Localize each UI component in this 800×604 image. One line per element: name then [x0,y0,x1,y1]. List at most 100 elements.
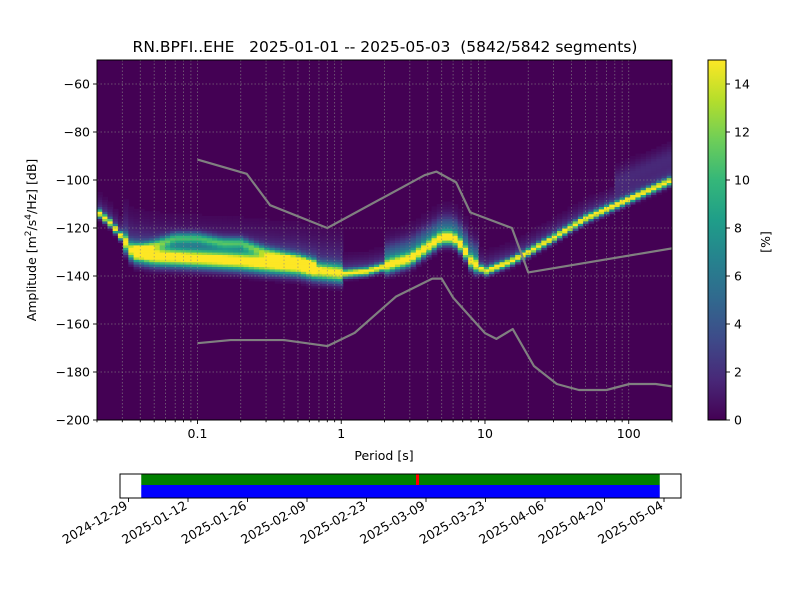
heat-cell [426,252,433,255]
heat-cell [259,266,265,270]
heat-cell [656,168,663,171]
heat-cell [159,244,166,248]
heat-cell [248,228,255,231]
heat-cell [473,273,480,277]
heat-cell [112,223,119,227]
heat-cell [421,240,427,243]
heat-cell [609,211,616,215]
heat-cell [557,235,563,239]
heat-cell [248,242,255,246]
heat-cell [478,273,485,277]
heat-cell [232,249,239,253]
heat-cell [410,232,417,236]
heat-cell [144,235,150,239]
heat-cell [217,259,224,263]
heat-cell [123,218,129,222]
heat-cell [321,264,328,267]
y-axis-label-part: /s [24,220,39,231]
heat-cell [243,240,250,243]
heat-cell [656,170,663,174]
heat-cell [185,242,192,246]
heat-cell [212,240,218,243]
heat-cell [656,187,663,191]
heat-cell [170,235,177,239]
heat-cell [473,242,480,246]
heat-cell [112,213,119,217]
heat-cell [389,276,396,279]
heat-cell [462,240,469,243]
heat-cell [337,240,344,243]
heat-cell [541,237,548,241]
heat-cell [321,252,328,255]
heat-cell [295,259,302,263]
heat-cell [259,237,265,241]
heat-cell [457,211,464,215]
heat-cell [264,254,271,258]
heat-cell [536,240,542,243]
heat-cell [133,216,140,219]
heat-cell [170,213,177,217]
heat-cell [232,271,239,275]
heat-cell [149,211,156,215]
heat-cell [520,242,527,246]
heat-cell [410,225,417,229]
heat-cell [473,271,480,275]
heat-cell [447,213,454,217]
heat-cell [452,240,459,243]
heat-cell [196,237,203,241]
heat-cell [368,271,375,275]
heat-cell [353,259,359,263]
heat-cell [640,160,647,164]
heat-cell [630,196,637,200]
heat-cell [389,249,396,253]
heat-cell [342,271,349,275]
heat-cell [462,264,469,267]
heat-cell [462,244,469,248]
heat-cell [431,213,438,217]
heat-cell [436,225,443,229]
heat-cell [337,268,344,272]
heat-cell [128,249,135,253]
heat-cell [368,261,375,265]
heat-cell [588,208,595,212]
heat-cell [149,259,156,263]
heat-cell [327,249,333,253]
heat-cell [478,266,485,270]
heat-cell [212,276,218,279]
heat-cell [462,252,469,255]
heat-cell [405,247,412,251]
heat-cell [222,216,229,219]
heat-cell [154,254,161,258]
heat-cell [97,204,103,207]
heat-cell [337,285,344,289]
heat-cell [170,228,177,231]
heat-cell [149,249,156,253]
heat-cell [374,261,380,265]
heat-cell [269,249,276,253]
heat-cell [306,225,312,229]
heat-cell [436,240,443,243]
heat-cell [217,276,224,279]
heat-cell [185,220,192,224]
heat-cell [410,256,417,260]
heat-cell [405,256,412,260]
heat-cell [379,273,386,277]
heat-cell [567,216,574,219]
heat-cell [624,201,631,205]
heat-cell [290,276,297,279]
heat-cell [624,189,631,193]
heat-cell [274,249,281,253]
heat-cell [259,218,265,222]
heat-cell [212,244,218,248]
heat-cell [316,266,323,270]
heat-cell [389,237,396,241]
heat-cell [661,172,668,176]
heat-cell [462,237,469,241]
heat-cell [128,235,135,239]
heat-cell [332,276,339,279]
heat-cell [489,271,495,275]
heat-cell [442,240,448,243]
heat-cell [274,242,281,246]
heat-cell [452,230,459,234]
heat-cell [473,256,480,260]
